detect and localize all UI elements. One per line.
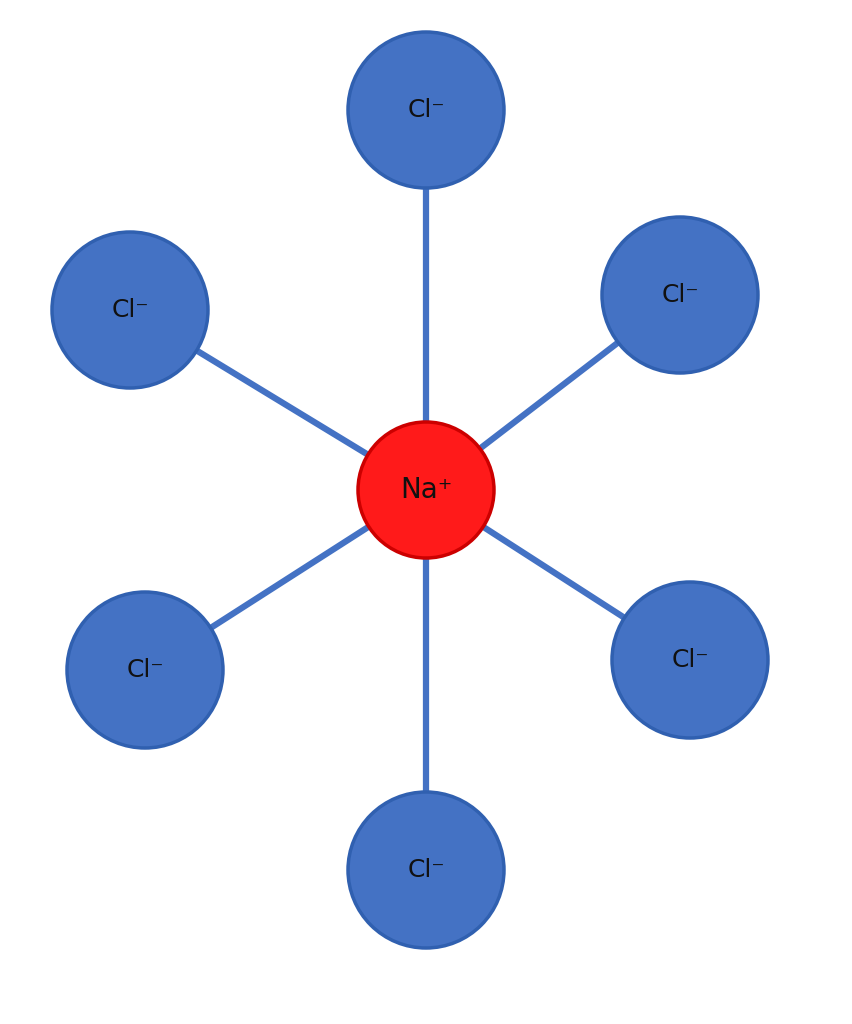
Text: Cl⁻: Cl⁻	[407, 98, 445, 122]
Circle shape	[52, 232, 208, 388]
Circle shape	[602, 217, 758, 373]
Text: Cl⁻: Cl⁻	[661, 283, 699, 307]
Text: Na⁺: Na⁺	[400, 476, 452, 504]
Text: Cl⁻: Cl⁻	[126, 658, 164, 682]
Circle shape	[358, 422, 494, 558]
Circle shape	[348, 32, 504, 188]
Text: Cl⁻: Cl⁻	[112, 298, 149, 322]
Circle shape	[612, 582, 768, 738]
Text: Cl⁻: Cl⁻	[671, 648, 709, 672]
Circle shape	[348, 792, 504, 948]
Text: Cl⁻: Cl⁻	[407, 858, 445, 882]
Circle shape	[67, 592, 223, 748]
